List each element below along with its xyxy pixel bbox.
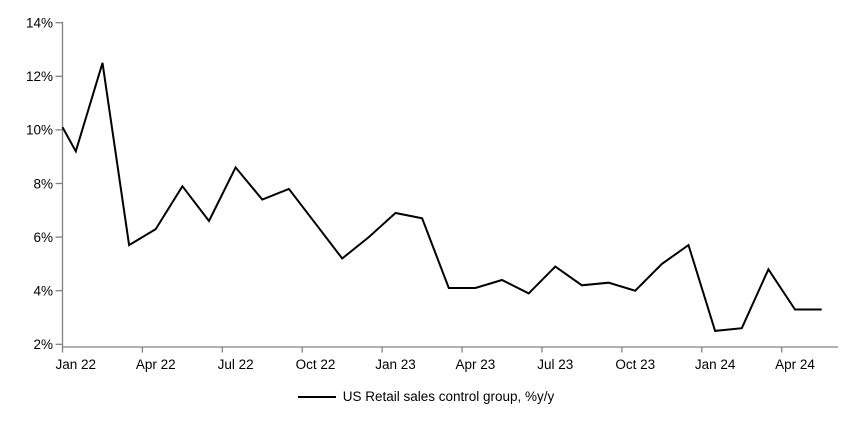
x-axis-tick-label: Jul 23: [537, 357, 573, 372]
x-axis-tick-label: Oct 23: [615, 357, 655, 372]
line-chart-canvas: 14% 12% 10% 8% 6% 4% 2%Jan 22 Apr 22 Jul 22 Oct 2…: [26, 16, 838, 372]
y-axis-tick-label: 6%: [33, 230, 53, 245]
y-axis-tick-label: 10%: [26, 123, 53, 138]
x-axis-tick-label: Jan 24: [695, 357, 736, 372]
x-axis-tick-label: Jul 22: [218, 357, 254, 372]
x-axis-tick-label: Apr 22: [136, 357, 176, 372]
y-axis-tick-label: 12%: [26, 69, 53, 84]
legend-line-swatch: [297, 396, 336, 398]
series-line: [61, 62, 822, 332]
x-axis-tick-label: Apr 23: [455, 357, 495, 372]
y-axis-tick-label: 4%: [33, 284, 53, 299]
x-axis-tick-label: Oct 22: [296, 357, 336, 372]
x-axis-tick-label: Jan 22: [56, 357, 97, 372]
y-axis-tick-label: 8%: [33, 176, 53, 191]
x-axis-tick-label: Jan 23: [375, 357, 416, 372]
legend-label: US Retail sales control group, %y/y: [342, 389, 555, 404]
x-axis-tick-label: Apr 24: [775, 357, 815, 372]
y-axis-tick-label: 2%: [33, 337, 53, 352]
legend: US Retail sales control group, %y/y: [0, 389, 852, 405]
y-axis-tick-label: 14%: [26, 16, 53, 31]
